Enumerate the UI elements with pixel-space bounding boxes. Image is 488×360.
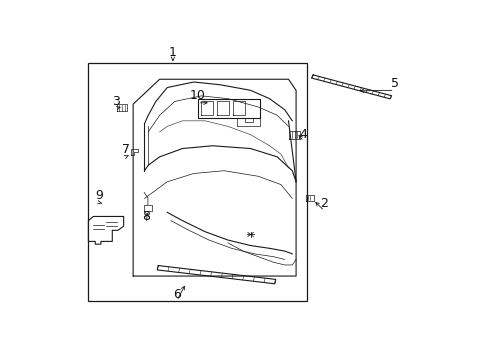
Text: 2: 2 (320, 198, 328, 211)
Text: 8: 8 (142, 210, 150, 223)
Bar (87, 63, 307, 301)
Text: 5: 5 (390, 77, 398, 90)
Text: 9: 9 (95, 189, 103, 202)
Text: 1: 1 (169, 46, 177, 59)
Text: 10: 10 (189, 89, 205, 102)
Text: 3: 3 (112, 95, 120, 108)
Text: 6: 6 (172, 288, 180, 301)
Text: 4: 4 (299, 128, 307, 141)
Text: 7: 7 (122, 143, 129, 157)
